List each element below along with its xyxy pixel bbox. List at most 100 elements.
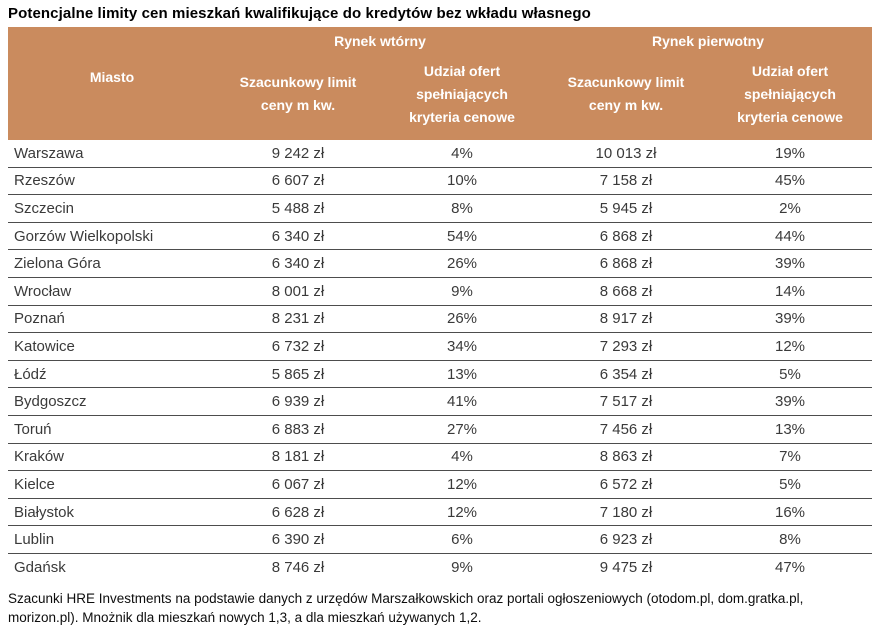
city-cell: Łódź bbox=[8, 360, 216, 389]
column-header-primary-limit: Szacunkowy limit ceny m kw. bbox=[544, 54, 708, 140]
city-cell: Rzeszów bbox=[8, 167, 216, 196]
value-cell: 13% bbox=[380, 360, 544, 389]
city-cell: Warszawa bbox=[8, 140, 216, 168]
table-header: Miasto Rynek wtórny Rynek pierwotny Szac… bbox=[8, 27, 872, 140]
figure-title: Potencjalne limity cen mieszkań kwalifik… bbox=[8, 5, 591, 22]
value-cell: 6 923 zł bbox=[544, 525, 708, 554]
value-cell: 12% bbox=[380, 470, 544, 499]
value-cell: 5% bbox=[708, 470, 872, 499]
value-cell: 6 628 zł bbox=[216, 498, 380, 527]
table-row: Lublin 6 390 zł 6% 6 923 zł 8% bbox=[8, 525, 872, 554]
value-cell: 6 607 zł bbox=[216, 167, 380, 196]
city-cell: Białystok bbox=[8, 498, 216, 527]
table-row: Łódź 5 865 zł 13% 6 354 zł 5% bbox=[8, 360, 872, 389]
value-cell: 39% bbox=[708, 305, 872, 334]
value-cell: 6 572 zł bbox=[544, 470, 708, 499]
value-cell: 8 746 zł bbox=[271, 558, 325, 576]
value-cell: 26% bbox=[380, 305, 544, 334]
city-cell: Gdańsk bbox=[14, 558, 66, 576]
table-row: Kielce 6 067 zł 12% 6 572 zł 5% bbox=[8, 470, 872, 499]
city-cell: Toruń bbox=[8, 415, 216, 444]
value-cell: 44% bbox=[708, 222, 872, 251]
table-row: Poznań 8 231 zł 26% 8 917 zł 39% bbox=[8, 305, 872, 334]
value-cell: 16% bbox=[708, 498, 872, 527]
value-cell: 26% bbox=[380, 249, 544, 278]
column-header-secondary-limit: Szacunkowy limit ceny m kw. bbox=[216, 54, 380, 140]
value-cell: 8 917 zł bbox=[544, 305, 708, 334]
market-group-row: Miasto Rynek wtórny Rynek pierwotny bbox=[8, 27, 872, 140]
value-cell: 6 340 zł bbox=[216, 222, 380, 251]
city-cell: Katowice bbox=[8, 332, 216, 361]
value-cell: 7 517 zł bbox=[544, 387, 708, 416]
value-cell: 7 293 zł bbox=[544, 332, 708, 361]
table-body: Warszawa 9 242 zł 4% 10 013 zł 19% Rzeszów 6 6… bbox=[8, 140, 872, 581]
column-header-row: Szacunkowy limit ceny m kw. Udział ofert… bbox=[8, 54, 872, 140]
value-cell: 8 231 zł bbox=[216, 305, 380, 334]
table-row: Kraków 8 181 zł 4% 8 863 zł 7% bbox=[8, 443, 872, 472]
value-cell: 19% bbox=[708, 140, 872, 168]
value-cell: 8% bbox=[380, 194, 544, 223]
city-cell: Kraków bbox=[8, 443, 216, 472]
value-cell: 9% bbox=[380, 277, 544, 306]
value-cell: 12% bbox=[380, 498, 544, 527]
column-header-city: Miasto bbox=[8, 27, 216, 140]
value-cell: 9% bbox=[451, 558, 473, 576]
table-row: Bydgoszcz 6 939 zł 41% 7 517 zł 39% bbox=[8, 387, 872, 416]
value-cell: 39% bbox=[708, 387, 872, 416]
value-cell: 4% bbox=[380, 443, 544, 472]
table-row: Toruń 6 883 zł 27% 7 456 zł 13% bbox=[8, 415, 872, 444]
value-cell: 7 158 zł bbox=[544, 167, 708, 196]
city-cell: Szczecin bbox=[8, 194, 216, 223]
column-header-primary-share: Udział ofert spełniających kryteria ceno… bbox=[708, 54, 872, 140]
city-cell: Kielce bbox=[8, 470, 216, 499]
value-cell: 34% bbox=[380, 332, 544, 361]
table-row: Białystok 6 628 zł 12% 7 180 zł 16% bbox=[8, 498, 872, 527]
group-header-primary-market: Rynek pierwotny bbox=[544, 27, 872, 54]
value-cell: 5 865 zł bbox=[216, 360, 380, 389]
city-cell: Gorzów Wielkopolski bbox=[8, 222, 216, 251]
table-row: Szczecin 5 488 zł 8% 5 945 zł 2% bbox=[8, 194, 872, 223]
city-cell: Zielona Góra bbox=[8, 249, 216, 278]
table-row: Wrocław 8 001 zł 9% 8 668 zł 14% bbox=[8, 277, 872, 306]
value-cell: 6 939 zł bbox=[216, 387, 380, 416]
table-row: Warszawa 9 242 zł 4% 10 013 zł 19% bbox=[8, 140, 872, 168]
value-cell: 39% bbox=[708, 249, 872, 278]
value-cell: 8% bbox=[708, 525, 872, 554]
value-cell: 13% bbox=[708, 415, 872, 444]
value-cell: 2% bbox=[708, 194, 872, 223]
value-cell: 4% bbox=[380, 140, 544, 168]
value-cell: 9 242 zł bbox=[216, 140, 380, 168]
column-header-secondary-share: Udział ofert spełniających kryteria ceno… bbox=[380, 54, 544, 140]
value-cell: 8 863 zł bbox=[544, 443, 708, 472]
value-cell: 14% bbox=[708, 277, 872, 306]
value-cell: 9 475 zł bbox=[599, 558, 653, 576]
value-cell: 41% bbox=[380, 387, 544, 416]
value-cell: 12% bbox=[708, 332, 872, 361]
value-cell: 5 945 zł bbox=[544, 194, 708, 223]
value-cell: 6 340 zł bbox=[216, 249, 380, 278]
price-limits-table: Miasto Rynek wtórny Rynek pierwotny Szac… bbox=[8, 27, 872, 581]
value-cell: 45% bbox=[708, 167, 872, 196]
value-cell: 8 181 zł bbox=[216, 443, 380, 472]
value-cell: 6 354 zł bbox=[544, 360, 708, 389]
value-cell: 6 868 zł bbox=[544, 249, 708, 278]
table-row: Zielona Góra 6 340 zł 26% 6 868 zł 39% bbox=[8, 249, 872, 278]
value-cell: 10 013 zł bbox=[544, 140, 708, 168]
city-cell: Poznań bbox=[8, 305, 216, 334]
value-cell: 6% bbox=[380, 525, 544, 554]
value-cell: 10% bbox=[380, 167, 544, 196]
group-header-secondary-market: Rynek wtórny bbox=[216, 27, 544, 54]
value-cell: 6 883 zł bbox=[216, 415, 380, 444]
value-cell: 6 067 zł bbox=[216, 470, 380, 499]
city-cell: Wrocław bbox=[8, 277, 216, 306]
city-cell: Lublin bbox=[8, 525, 216, 554]
value-cell: 8 001 zł bbox=[216, 277, 380, 306]
value-cell: 8 668 zł bbox=[544, 277, 708, 306]
table-row: Gdańsk 8 746 zł 9% 9 475 zł 47% bbox=[8, 553, 872, 580]
value-cell: 6 390 zł bbox=[216, 525, 380, 554]
table-row: Katowice 6 732 zł 34% 7 293 zł 12% bbox=[8, 332, 872, 361]
city-cell: Bydgoszcz bbox=[8, 387, 216, 416]
value-cell: 5 488 zł bbox=[216, 194, 380, 223]
value-cell: 6 868 zł bbox=[544, 222, 708, 251]
